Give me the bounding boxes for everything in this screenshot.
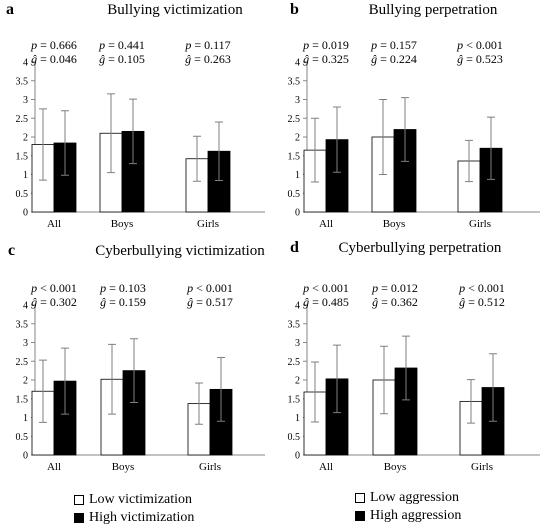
y-tick-label: 3.5 — [16, 76, 29, 87]
p-value-label: p < 0.001 — [456, 38, 503, 52]
p-value-label: p < 0.001 — [30, 281, 77, 295]
y-tick-label: 1.5 — [288, 151, 301, 162]
legend-swatch-low-victimization — [74, 495, 84, 505]
x-tick-label-all: All — [319, 218, 333, 230]
chart-title: Cyberbullying victimization — [95, 243, 265, 259]
panel-letter: d — [290, 239, 299, 256]
chart-title: Cyberbullying perpetration — [339, 240, 502, 256]
chart-panel-b: b Bullying perpetration 0 0.5 1 1.5 2 2.5 3 3.5 4 A… — [288, 1, 540, 230]
y-tick-label: 2.5 — [288, 114, 301, 125]
legend-item-high-aggression: High aggression — [355, 507, 461, 525]
y-tick-label: 3.5 — [16, 319, 29, 330]
chart-panel-a: a Bullying victimization 0 0.5 1 1.5 2 2.5 3 3.5 4… — [6, 1, 265, 230]
p-value-label: p = 0.012 — [371, 281, 418, 295]
x-tick-label-all: All — [47, 218, 61, 230]
effect-size-label: ĝ = 0.325 — [303, 52, 349, 66]
legend-aggression: Low aggression High aggression — [355, 489, 461, 525]
y-tick-label: 4 — [23, 301, 28, 312]
legend-victimization: Low victimization High victimization — [74, 491, 194, 527]
y-tick-label: 0.5 — [288, 432, 301, 443]
legend-label-low-victimization: Low victimization — [89, 492, 193, 507]
y-tick-label: 3 — [23, 95, 28, 106]
y-tick-label: 4 — [23, 58, 28, 69]
p-value-label: p < 0.001 — [458, 281, 505, 295]
y-tick-label: 1.5 — [288, 394, 301, 405]
p-value-label: p < 0.001 — [302, 281, 349, 295]
y-tick-label: 1.5 — [16, 394, 29, 405]
legend-label-high-victimization: High victimization — [89, 510, 195, 525]
effect-size-label: ĝ = 0.046 — [31, 52, 77, 66]
effect-size-label: ĝ = 0.224 — [371, 52, 417, 66]
legend-label-low-aggression: Low aggression — [370, 490, 460, 505]
y-tick-label: 3 — [295, 95, 300, 106]
y-tick-label: 2 — [295, 133, 300, 144]
panel-letter: b — [290, 1, 299, 18]
p-value-label: p = 0.019 — [302, 38, 349, 52]
legend-label-high-aggression: High aggression — [370, 508, 462, 523]
x-tick-label-boys: Boys — [112, 461, 135, 473]
y-tick-label: 4 — [295, 58, 300, 69]
x-tick-label-girls: Girls — [197, 218, 219, 230]
x-tick-label-all: All — [319, 461, 333, 473]
p-value-label: p = 0.117 — [184, 38, 230, 52]
x-tick-label-girls: Girls — [469, 218, 491, 230]
panel-letter: c — [8, 242, 15, 259]
x-tick-label-boys: Boys — [384, 461, 407, 473]
y-tick-label: 2.5 — [16, 114, 29, 125]
y-tick-label: 2 — [295, 376, 300, 387]
panel-letter: a — [6, 1, 14, 18]
effect-size-label: ĝ = 0.263 — [185, 52, 231, 66]
x-tick-label-all: All — [47, 461, 61, 473]
y-tick-label: 1 — [295, 170, 300, 181]
y-tick-label: 1 — [23, 170, 28, 181]
effect-size-label: ĝ = 0.159 — [100, 295, 146, 309]
x-tick-label-girls: Girls — [471, 461, 493, 473]
effect-size-label: ĝ = 0.105 — [99, 52, 145, 66]
x-tick-label-boys: Boys — [111, 218, 134, 230]
y-tick-label: 0.5 — [16, 432, 29, 443]
y-tick-label: 3 — [23, 338, 28, 349]
x-tick-label-girls: Girls — [199, 461, 221, 473]
effect-size-label: ĝ = 0.485 — [303, 295, 349, 309]
y-tick-label: 1 — [295, 413, 300, 424]
y-tick-label: 0 — [23, 451, 28, 462]
legend-swatch-low-aggression — [355, 493, 365, 503]
y-tick-label: 2.5 — [16, 357, 29, 368]
y-tick-label: 0 — [295, 451, 300, 462]
legend-item-low-victimization: Low victimization — [74, 491, 194, 509]
effect-size-label: ĝ = 0.512 — [459, 295, 505, 309]
y-tick-label: 2.5 — [288, 357, 301, 368]
y-tick-label: 0.5 — [288, 189, 301, 200]
y-tick-label: 0.5 — [16, 189, 29, 200]
legend-swatch-high-aggression — [355, 511, 365, 521]
chart-title: Bullying perpetration — [369, 2, 498, 18]
p-value-label: p = 0.103 — [99, 281, 146, 295]
y-tick-label: 2 — [23, 133, 28, 144]
legend-item-low-aggression: Low aggression — [355, 489, 461, 507]
y-tick-label: 0 — [295, 208, 300, 219]
y-tick-label: 4 — [295, 301, 300, 312]
effect-size-label: ĝ = 0.362 — [372, 295, 418, 309]
legend-item-high-victimization: High victimization — [74, 509, 194, 527]
p-value-label: p = 0.441 — [98, 38, 145, 52]
y-tick-label: 2 — [23, 376, 28, 387]
y-tick-label: 3.5 — [288, 76, 301, 87]
y-tick-label: 1.5 — [16, 151, 29, 162]
p-value-label: p = 0.157 — [370, 38, 417, 52]
p-value-label: p = 0.666 — [30, 38, 77, 52]
y-tick-label: 0 — [23, 208, 28, 219]
y-tick-label: 1 — [23, 413, 28, 424]
y-tick-label: 3 — [295, 338, 300, 349]
effect-size-label: ĝ = 0.517 — [187, 295, 233, 309]
y-tick-label: 3.5 — [288, 319, 301, 330]
chart-title: Bullying victimization — [107, 2, 243, 18]
x-tick-label-boys: Boys — [383, 218, 406, 230]
effect-size-label: ĝ = 0.523 — [457, 52, 503, 66]
legend-swatch-high-victimization — [74, 513, 84, 523]
chart-panel-c: c Cyberbullying victimization 0 0.5 1 1.5 2 2.5… — [8, 242, 265, 473]
p-value-label: p < 0.001 — [186, 281, 233, 295]
chart-panel-d: d Cyberbullying perpetration 0 0.5 1 1.5 2 2.5 3… — [288, 239, 540, 473]
effect-size-label: ĝ = 0.302 — [31, 295, 77, 309]
